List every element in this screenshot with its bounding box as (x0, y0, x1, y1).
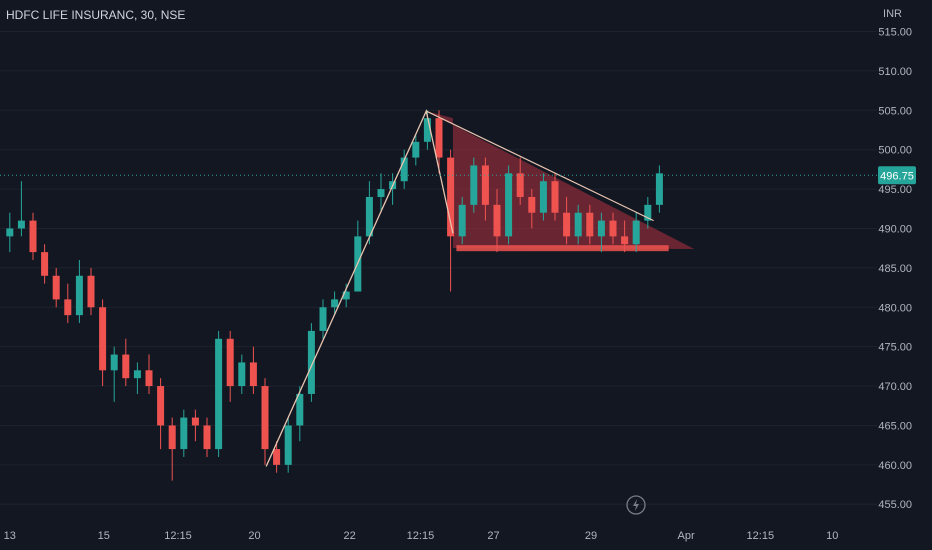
candle-body (365, 196, 373, 237)
time-tick-label: 29 (585, 530, 597, 542)
price-tick-label: 480.00 (878, 302, 912, 314)
candle-body (180, 417, 188, 450)
candle-body (655, 173, 663, 205)
descending-triangle-pattern[interactable] (426, 111, 695, 252)
candle-body (377, 189, 385, 197)
candle-body (331, 299, 339, 308)
candle-body (99, 307, 107, 371)
time-tick-label: 13 (4, 530, 16, 542)
time-tick-label: Apr (678, 530, 695, 542)
price-tick-label: 505.00 (878, 105, 912, 117)
candle-body (435, 118, 443, 158)
candle-body (574, 212, 582, 237)
price-tick-label: 455.00 (878, 499, 912, 511)
price-tick-label: 515.00 (878, 27, 912, 39)
time-axis[interactable]: 13 15 12:15 20 22 12:15 27 29 Apr 12:15 10 (4, 530, 839, 542)
replay-icon[interactable] (626, 495, 646, 515)
price-tick-label: 475.00 (878, 342, 912, 354)
candlestick-series (6, 110, 663, 481)
time-tick-label: 12:15 (164, 530, 192, 542)
candle-body (226, 338, 234, 387)
last-price-marker: 496.75 (0, 166, 916, 185)
candle-body (64, 299, 72, 316)
candle-body (528, 196, 536, 213)
candle-body (423, 118, 431, 142)
candle-body (597, 220, 605, 237)
candle-body (52, 275, 60, 300)
candle-body (157, 386, 165, 426)
candle-body (505, 173, 513, 237)
candle-body (342, 291, 350, 300)
candle-body (215, 338, 223, 450)
candle-body (621, 236, 629, 245)
lightning-icon[interactable] (633, 499, 639, 511)
last-price-label: 496.75 (880, 170, 914, 182)
price-tick-label: 465.00 (878, 420, 912, 432)
candle-body (284, 425, 292, 465)
upper-resistance-line[interactable] (425, 110, 654, 222)
pattern-trendlines[interactable] (265, 109, 654, 467)
candle-body (609, 220, 617, 237)
candle-body (29, 220, 37, 253)
time-tick-label: 12:15 (407, 530, 435, 542)
candle-body (110, 354, 118, 371)
time-tick-label: 20 (248, 530, 260, 542)
candle-body (191, 417, 199, 426)
candle-body (493, 204, 501, 237)
candle-body (122, 354, 130, 379)
support-base-bar[interactable] (456, 245, 669, 252)
candle-body (632, 220, 640, 245)
triangle-fill[interactable] (426, 111, 695, 249)
candle-body (551, 181, 559, 213)
time-tick-label: 22 (344, 530, 356, 542)
price-tick-label: 510.00 (878, 66, 912, 78)
currency-label: INR (883, 8, 902, 20)
candle-body (539, 181, 547, 213)
candle-body (516, 173, 524, 197)
candle-body (307, 330, 315, 394)
candle-body (75, 275, 83, 316)
last-price-badge (878, 166, 916, 185)
candle-body (470, 165, 478, 205)
time-tick-label: 10 (826, 530, 838, 542)
time-tick-label: 27 (487, 530, 499, 542)
time-tick-label: 15 (98, 530, 110, 542)
candle-body (238, 362, 246, 387)
price-tick-label: 495.00 (878, 184, 912, 196)
candle-body (586, 212, 594, 237)
price-tick-label: 490.00 (878, 223, 912, 235)
candle-body (6, 228, 14, 237)
candle-body (87, 275, 95, 308)
candle-body (563, 212, 571, 237)
candle-body (41, 252, 49, 276)
candle-body (296, 393, 304, 426)
candle-body (168, 425, 176, 450)
candle-body (145, 370, 153, 387)
candle-body (203, 425, 211, 450)
candle-body (481, 165, 489, 205)
candle-body (273, 449, 281, 465)
price-axis[interactable]: 515.00 510.00 505.00 500.00 495.00 490.00 485.… (878, 27, 912, 512)
price-tick-label: 500.00 (878, 145, 912, 157)
price-tick-label: 470.00 (878, 381, 912, 393)
candle-body (644, 204, 652, 221)
candle-body (249, 362, 257, 387)
candle-body (400, 157, 408, 182)
time-tick-label: 12:15 (747, 530, 775, 542)
candle-body (319, 307, 327, 331)
price-tick-label: 485.00 (878, 263, 912, 275)
candle-body (447, 157, 455, 237)
candle-body (412, 141, 420, 158)
candle-body (17, 220, 25, 229)
price-tick-label: 460.00 (878, 460, 912, 472)
symbol-title[interactable]: HDFC LIFE INSURANC, 30, NSE (6, 8, 186, 22)
candle-body (458, 204, 466, 237)
candle-body (133, 370, 141, 379)
candle-body (261, 386, 269, 450)
chart-grid (0, 31, 877, 505)
replay-icon-ring[interactable] (626, 495, 646, 515)
